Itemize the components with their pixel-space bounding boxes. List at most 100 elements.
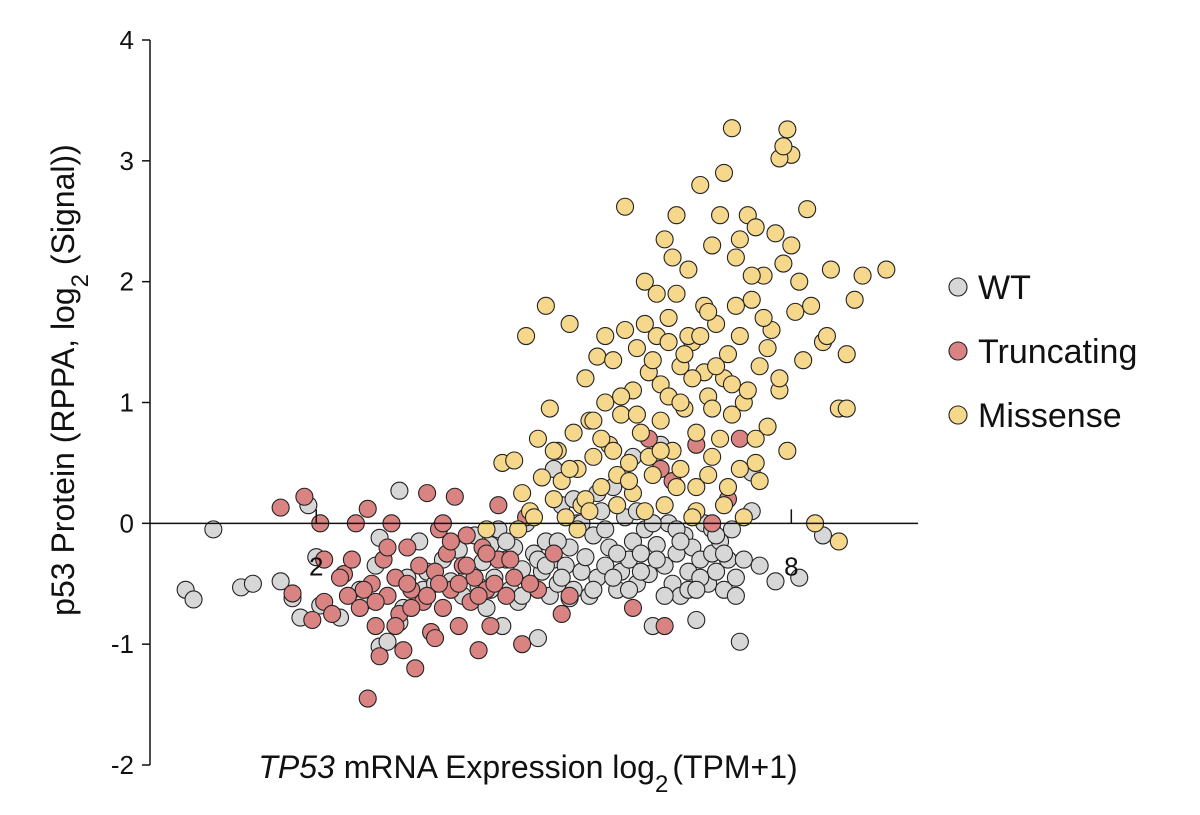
y-tick-label-0: 4 [120, 25, 134, 55]
point-missense-55 [718, 345, 738, 364]
point-missense-119 [675, 345, 694, 364]
point-missense-39 [655, 230, 674, 249]
point-missense-150 [524, 508, 544, 527]
point-missense-85 [774, 137, 793, 156]
legend-label-missense: Missense [978, 397, 1122, 435]
point-missense-111 [699, 302, 718, 321]
point-truncating-76 [501, 550, 520, 569]
point-missense-54 [714, 163, 734, 182]
point-truncating-70 [485, 574, 504, 593]
point-missense-62 [746, 453, 765, 472]
point-truncating-61 [655, 616, 674, 636]
y-tick-label-5: -1 [111, 629, 134, 659]
point-missense-147 [730, 459, 749, 479]
point-missense-103 [711, 206, 730, 225]
point-missense-134 [659, 333, 678, 352]
point-truncating-52 [560, 586, 579, 605]
legend-label-truncating: Truncating [978, 333, 1137, 371]
point-wt-101 [734, 550, 753, 569]
point-wt-126 [714, 544, 734, 563]
point-wt-4 [243, 574, 262, 593]
legend-label-wt: WT [978, 269, 1031, 307]
point-wt-2 [204, 520, 223, 539]
point-missense-122 [722, 375, 741, 394]
point-wt-116 [596, 520, 615, 539]
point-missense-15 [564, 423, 583, 442]
point-wt-89 [687, 610, 706, 630]
point-wt-47 [528, 629, 548, 648]
point-missense-47 [687, 478, 706, 497]
legend-marker-missense [948, 405, 968, 425]
point-missense-142 [651, 441, 670, 460]
point-missense-110 [683, 369, 702, 388]
point-wt-137 [552, 568, 571, 587]
point-truncating-74 [441, 532, 460, 551]
point-wt-121 [655, 586, 674, 605]
point-missense-63 [750, 357, 769, 376]
point-missense-32 [627, 339, 646, 358]
point-wt-109 [497, 532, 516, 551]
point-missense-48 [691, 175, 710, 195]
point-wt-119 [631, 562, 650, 581]
y-axis-title: p53 Protein (RPPA, log2 (Signal)) [45, 144, 94, 616]
point-missense-126 [782, 236, 801, 255]
point-truncating-3 [303, 610, 322, 630]
point-missense-138 [584, 411, 603, 430]
point-missense-7 [532, 468, 551, 487]
point-missense-82 [722, 119, 741, 138]
point-missense-72 [786, 302, 805, 321]
point-truncating-40 [469, 641, 488, 660]
point-truncating-81 [449, 574, 468, 593]
point-wt-19 [390, 481, 409, 500]
y-tick-label-4: 0 [120, 508, 134, 538]
point-missense-30 [619, 453, 639, 472]
point-truncating-8 [338, 586, 357, 605]
axes-layer [149, 40, 918, 765]
point-truncating-83 [520, 574, 540, 593]
point-missense-13 [556, 508, 575, 527]
point-truncating-77 [342, 550, 361, 569]
point-truncating-66 [378, 538, 397, 557]
point-missense-40 [659, 308, 678, 327]
point-missense-73 [790, 272, 809, 291]
point-missense-27 [612, 405, 631, 424]
legend: WT Truncating Missense [948, 269, 1137, 435]
point-truncating-25 [410, 556, 429, 575]
point-truncating-1 [283, 584, 302, 603]
point-wt-99 [726, 568, 745, 587]
point-missense-151 [544, 441, 563, 460]
x-tick-label-1: 8 [784, 551, 798, 581]
point-truncating-0 [271, 498, 290, 517]
point-truncating-67 [402, 598, 421, 617]
point-missense-152 [568, 520, 587, 539]
point-missense-3 [513, 484, 532, 503]
point-missense-139 [604, 441, 623, 460]
point-missense-58 [730, 326, 749, 346]
point-truncating-24 [406, 659, 425, 678]
point-truncating-15 [370, 647, 389, 666]
y-tick-label-1: 3 [120, 146, 134, 176]
point-missense-136 [687, 423, 706, 442]
point-wt-132 [647, 550, 666, 569]
point-missense-97 [734, 508, 753, 527]
point-missense-18 [576, 369, 595, 388]
point-missense-149 [509, 520, 528, 539]
point-missense-20 [584, 447, 603, 466]
point-missense-34 [635, 272, 654, 291]
point-missense-25 [604, 351, 623, 370]
point-missense-45 [679, 260, 698, 279]
point-missense-53 [711, 429, 730, 448]
point-missense-143 [667, 478, 686, 497]
point-truncating-79 [398, 574, 417, 593]
point-truncating-10 [350, 598, 369, 617]
point-truncating-35 [449, 616, 468, 636]
point-missense-88 [592, 429, 611, 448]
point-wt-133 [671, 532, 690, 551]
point-missense-131 [845, 290, 864, 309]
point-missense-67 [766, 224, 785, 243]
point-truncating-14 [366, 616, 385, 636]
point-missense-121 [707, 357, 726, 376]
point-missense-105 [742, 266, 761, 285]
